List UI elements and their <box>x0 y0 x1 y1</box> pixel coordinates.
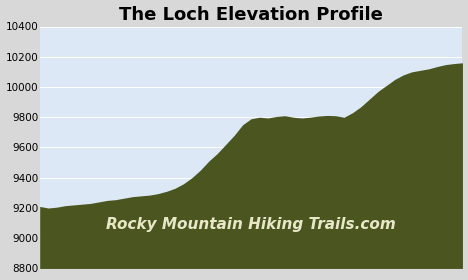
Title: The Loch Elevation Profile: The Loch Elevation Profile <box>119 6 383 24</box>
Text: Rocky Mountain Hiking Trails.com: Rocky Mountain Hiking Trails.com <box>106 217 396 232</box>
